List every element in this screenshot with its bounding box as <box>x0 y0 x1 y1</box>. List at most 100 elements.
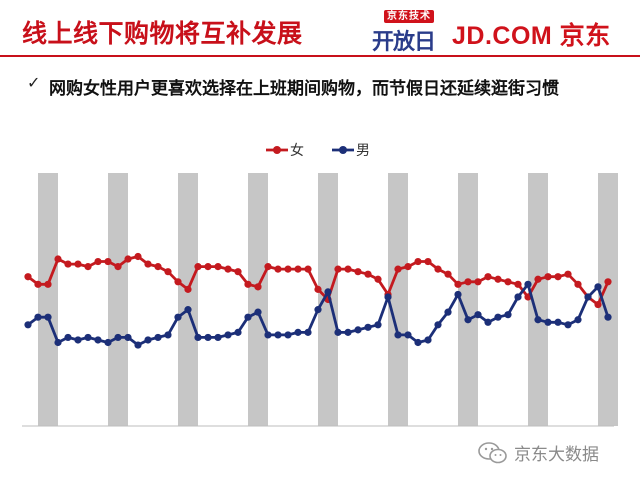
data-point-male <box>254 308 262 316</box>
data-point-female <box>544 273 552 281</box>
data-point-female <box>354 268 362 276</box>
legend-item-male: 男 <box>332 143 370 159</box>
data-point-male <box>594 283 602 291</box>
legend-swatch-marker <box>273 146 281 154</box>
data-point-female <box>564 270 572 278</box>
data-point-male <box>44 313 52 321</box>
legend-label: 女 <box>290 142 304 159</box>
data-point-female <box>314 285 322 293</box>
data-point-female <box>154 263 162 271</box>
data-point-female <box>284 265 292 273</box>
data-point-female <box>114 263 122 271</box>
data-point-male <box>554 318 562 326</box>
data-point-female <box>74 260 82 268</box>
data-point-male <box>544 318 552 326</box>
data-point-female <box>514 280 522 288</box>
data-point-female <box>594 300 602 309</box>
data-point-female <box>344 265 352 273</box>
check-icon: ✓ <box>27 73 41 92</box>
data-point-male <box>534 316 542 324</box>
data-point-male <box>54 338 62 347</box>
data-point-female <box>404 263 412 271</box>
weekend-band <box>458 173 478 426</box>
weekend-band <box>108 173 128 426</box>
data-point-male <box>514 293 522 301</box>
data-point-male <box>274 331 282 339</box>
chart-legend: 女男 <box>266 142 370 159</box>
data-point-male <box>114 333 122 342</box>
data-point-female <box>484 273 492 281</box>
data-point-male <box>344 328 352 336</box>
data-point-female <box>54 255 62 263</box>
data-point-male <box>434 321 442 329</box>
data-point-female <box>44 280 52 288</box>
weekend-band <box>178 173 198 426</box>
data-point-male <box>364 323 372 331</box>
data-point-male <box>414 338 422 347</box>
data-point-female <box>464 278 472 286</box>
weekend-band <box>388 173 408 426</box>
data-point-male <box>84 333 92 342</box>
data-point-male <box>104 338 112 347</box>
data-point-male <box>334 328 342 336</box>
data-point-male <box>374 321 382 329</box>
data-point-female <box>474 278 482 286</box>
data-point-male <box>264 331 272 339</box>
jd-logo: JD.COM 京东 <box>452 22 611 50</box>
data-point-female <box>244 280 252 288</box>
data-point-female <box>64 260 72 268</box>
data-point-male <box>74 336 82 344</box>
data-point-female <box>334 265 342 273</box>
data-point-male <box>604 313 612 321</box>
legend-label: 男 <box>356 143 370 159</box>
data-point-female <box>84 263 92 271</box>
wechat-icon <box>478 441 507 463</box>
data-point-male <box>294 328 302 336</box>
kaifang-logo: 京东技术 开放日 <box>372 10 444 55</box>
weekend-band <box>528 173 548 426</box>
data-point-male <box>464 316 472 324</box>
data-point-male <box>444 308 452 316</box>
data-point-female <box>394 265 402 273</box>
data-point-male <box>454 290 462 299</box>
data-point-male <box>214 333 222 342</box>
data-point-male <box>174 313 182 321</box>
data-point-male <box>154 333 162 342</box>
data-point-male <box>484 318 492 326</box>
watermark: 京东大数据 <box>478 440 599 465</box>
data-point-female <box>534 275 542 283</box>
data-point-female <box>134 252 142 261</box>
data-point-male <box>574 316 582 324</box>
data-point-female <box>414 257 422 266</box>
data-point-male <box>134 341 142 349</box>
data-point-female <box>124 255 132 263</box>
data-point-female <box>194 263 202 271</box>
data-point-female <box>424 257 432 266</box>
data-point-male <box>284 331 292 339</box>
data-point-male <box>524 280 532 288</box>
data-point-male <box>304 328 312 336</box>
data-point-male <box>164 331 172 339</box>
data-point-female <box>304 265 312 273</box>
data-point-female <box>34 280 42 288</box>
data-point-female <box>234 268 242 276</box>
data-point-female <box>434 265 442 273</box>
data-point-female <box>294 265 302 273</box>
data-point-male <box>424 336 432 344</box>
data-point-male <box>354 326 362 334</box>
weekend-band <box>248 173 268 426</box>
data-point-male <box>394 331 402 339</box>
data-point-female <box>104 257 112 266</box>
kaifang-logo-tag: 京东技术 <box>384 10 434 23</box>
data-point-female <box>94 257 102 266</box>
data-point-male <box>224 331 232 339</box>
data-point-male <box>24 321 32 329</box>
data-point-female <box>574 280 582 288</box>
data-point-female <box>494 275 502 283</box>
data-point-male <box>404 331 412 339</box>
data-point-male <box>504 311 512 319</box>
data-point-female <box>274 265 282 273</box>
series-male <box>24 280 612 349</box>
data-point-female <box>164 268 172 276</box>
line-chart: 女男 <box>22 142 618 427</box>
